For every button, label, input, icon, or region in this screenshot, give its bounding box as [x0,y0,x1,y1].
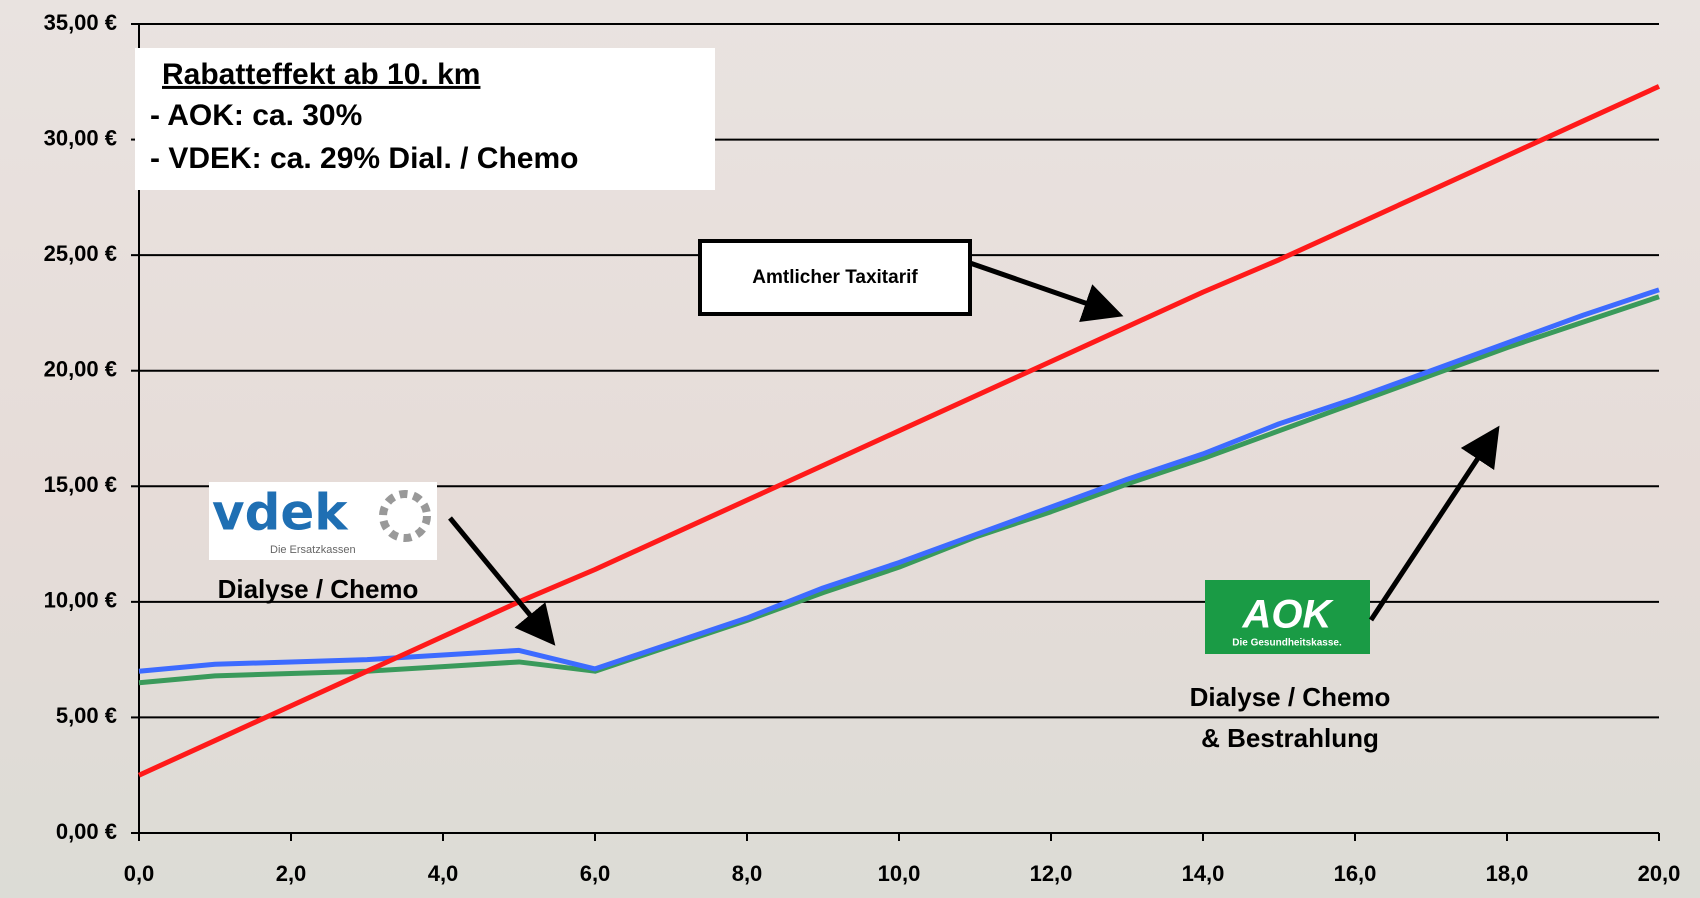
x-tick-label: 12,0 [1030,861,1073,886]
y-tick-label: 15,00 € [44,472,117,497]
data-line [137,84,1661,778]
info-line: - AOK: ca. 30% [150,99,362,132]
aok-label: & Bestrahlung [1201,723,1379,753]
y-tick-label: 20,00 € [44,357,117,382]
x-tick-label: 0,0 [124,861,155,886]
taxi-box [698,239,972,316]
info-title: Rabatteffekt ab 10. km [162,58,480,91]
vdek-tagline: Die Ersatzkassen [270,544,356,556]
y-tick-label: 5,00 € [56,703,117,728]
arrow [1368,425,1500,622]
y-tick-label: 10,00 € [44,588,117,613]
x-tick-label: 6,0 [580,861,611,886]
aok-tagline: Die Gesundheitskasse. [1232,638,1342,649]
vdek-logo [209,482,437,560]
taxi-label: Amtlicher Taxitarif [752,267,918,288]
y-tick-label: 0,00 € [56,819,117,844]
info-box [135,48,715,190]
x-tick-label: 14,0 [1182,861,1225,886]
vdek-logo-text: vdek [212,484,349,542]
x-tick-label: 8,0 [732,861,763,886]
x-tick-label: 2,0 [276,861,307,886]
x-tick-label: 10,0 [878,861,921,886]
plot-area: 0,00 € 5,00 € 10,00 € 15,00 € 20,00 € 25,00 €… [44,10,1681,886]
y-tick-label: 35,00 € [44,10,117,35]
info-line: - VDEK: ca. 29% Dial. / Chemo [150,142,578,175]
x-tick-label: 16,0 [1334,861,1377,886]
vdek-label: Dialyse / Chemo [218,574,419,604]
x-tick-label: 18,0 [1486,861,1529,886]
aok-logo [1205,580,1370,654]
arrow [448,516,556,646]
x-tick-label: 4,0 [428,861,459,886]
aok-logo-text: AOK [1242,593,1335,637]
vdek-logo-ring [379,490,431,542]
aok-label: Dialyse / Chemo [1190,682,1391,712]
y-tick-label: 30,00 € [44,125,117,150]
data-line [138,294,1660,686]
y-tick-label: 25,00 € [44,241,117,266]
arrow [969,260,1124,323]
x-tick-label: 20,0 [1638,861,1681,886]
